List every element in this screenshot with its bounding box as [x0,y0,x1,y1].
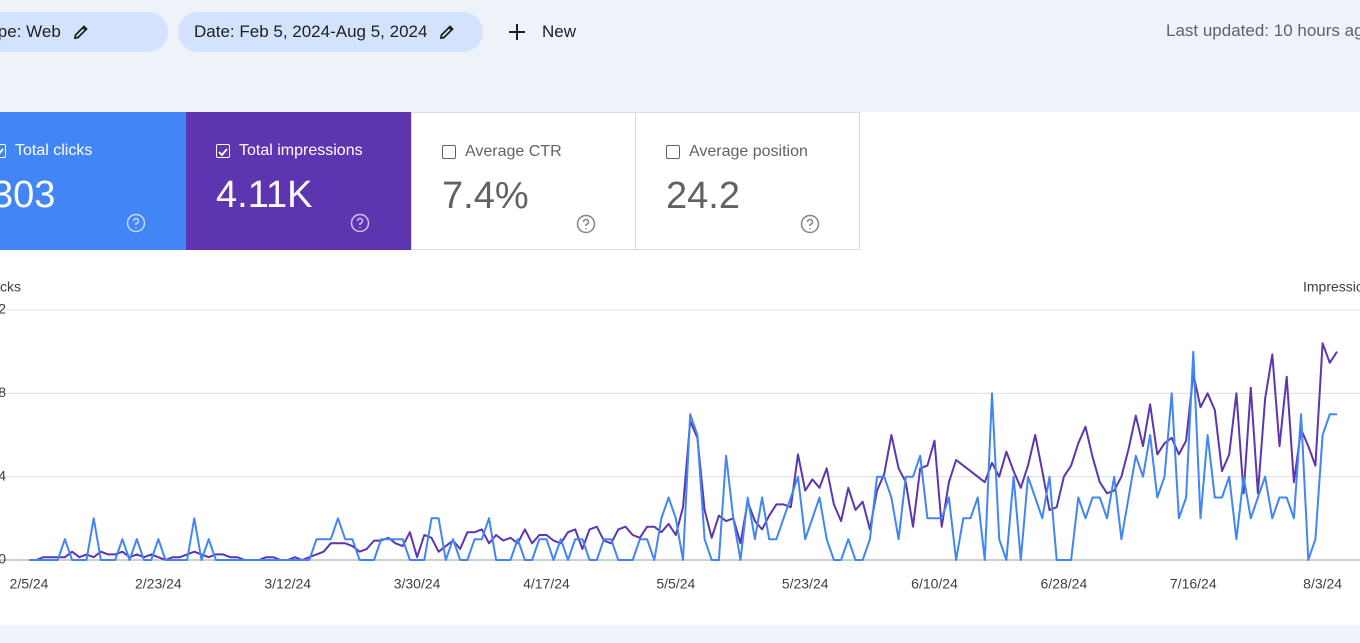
plus-icon [509,24,525,40]
checkbox [666,145,680,159]
metric-label: Average position [689,143,808,160]
new-button[interactable]: New [506,18,576,46]
search-type-chip[interactable]: Search type: Web [0,12,168,52]
new-text: New [542,22,577,41]
x-tick-label: 8/3/24 [1303,576,1342,592]
metric-value: 24.2 [666,175,740,217]
date-text: Date: Feb 5, 2024-Aug 5, 2024 [194,22,428,41]
help-icon[interactable] [126,213,146,233]
edit-icon [440,25,455,40]
help-icon[interactable] [576,214,596,234]
y-tick-label: 0 [0,551,6,567]
x-tick-label: 6/10/24 [911,576,958,592]
help-icon[interactable] [350,213,370,233]
metric-label: Average CTR [465,143,562,160]
metric-card[interactable]: Average position 24.2 [635,112,860,250]
x-tick-label: 2/5/24 [10,576,49,592]
x-tick-label: 6/28/24 [1041,576,1088,592]
metric-card[interactable]: Total clicks 303 [0,112,187,250]
series-line [29,350,1337,561]
metric-card[interactable]: Average CTR 7.4% [411,112,636,250]
metric-value: 4.11K [216,174,313,216]
help-icon[interactable] [800,214,820,234]
metric-label: Total clicks [15,142,93,159]
y2-axis-label: Impressions [1303,279,1360,295]
x-tick-label: 5/5/24 [656,576,695,592]
x-tick-label: 2/23/24 [135,576,182,592]
checkbox [0,144,6,158]
metric-value: 7.4% [442,175,529,217]
x-tick-label: 7/16/24 [1170,576,1217,592]
metric-card[interactable]: Total impressions 4.11K [186,112,411,250]
chart: Clicks Impressions 0 4 8 12 2/5/24 2/23/24 3/1… [0,279,1360,592]
metric-value: 303 [0,174,56,216]
edit-icon [73,25,88,40]
checkbox [442,145,456,159]
x-tick-label: 3/30/24 [394,576,441,592]
y-tick-label: 4 [0,467,6,483]
date-chip[interactable]: Date: Feb 5, 2024-Aug 5, 2024 [178,12,483,52]
checkbox [216,144,230,158]
metric-label: Total impressions [239,142,363,159]
series-line [29,342,1338,561]
y-tick-label: 12 [0,301,6,317]
x-tick-label: 3/12/24 [264,576,311,592]
x-tick-label: 5/23/24 [782,576,829,592]
y-tick-label: 8 [0,384,6,400]
last-updated: Last updated: 10 hours ago [1166,21,1360,40]
x-tick-label: 4/17/24 [523,576,570,592]
search-type-text: Search type: Web [0,22,61,41]
y-axis-label: Clicks [0,279,21,295]
